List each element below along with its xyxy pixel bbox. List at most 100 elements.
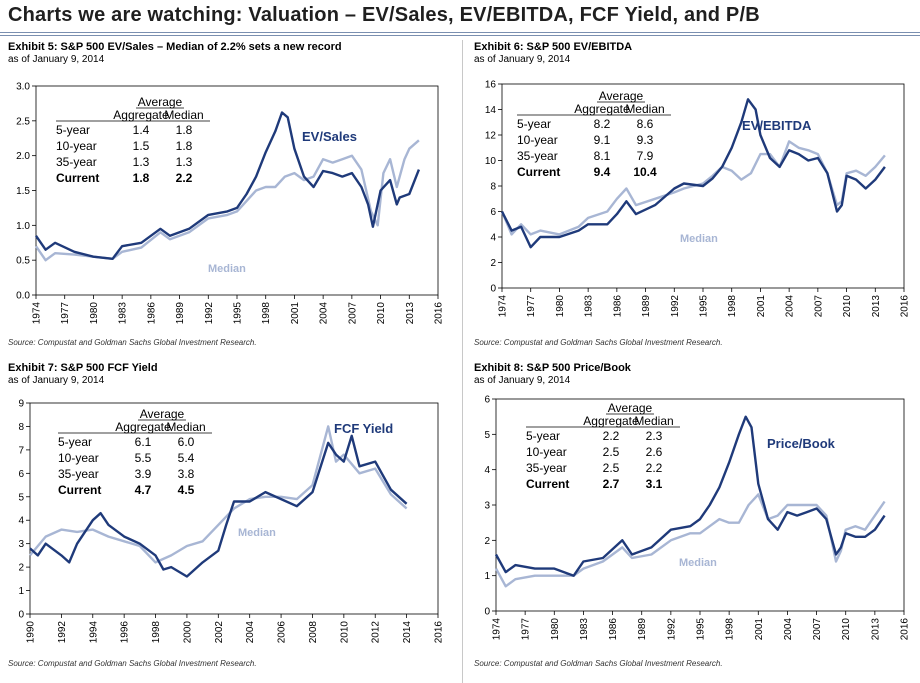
exhibit-7-subtitle: as of January 9, 2014: [8, 375, 105, 386]
exhibit-7-x-tick-label: 2016: [434, 621, 445, 644]
exhibit-8-x-tick-label: 1995: [696, 618, 707, 641]
exhibit-7-x-tick-label: 2006: [277, 621, 288, 644]
exhibit-8-table-row-aggregate: 2.5: [603, 461, 620, 475]
exhibit-8-subtitle: as of January 9, 2014: [474, 375, 571, 386]
exhibit-6-table-row-median: 8.6: [637, 117, 654, 131]
exhibit-5-y-tick-label: 1.0: [16, 221, 30, 232]
exhibit-8-source: Source: Compustat and Goldman Sachs Glob…: [474, 659, 723, 668]
exhibit-8-panel: Exhibit 8: S&P 500 Price/Book as of Janu…: [472, 362, 920, 672]
exhibit-6-y-tick-label: 4: [490, 233, 496, 244]
exhibit-8-table-row-aggregate: 2.7: [603, 477, 620, 491]
exhibit-6-x-tick-label: 1998: [727, 295, 738, 318]
exhibit-7-table-row-aggregate: 6.1: [135, 435, 152, 449]
exhibit-5-y-tick-label: 2.5: [16, 116, 30, 127]
exhibit-8-table-row-aggregate: 2.2: [603, 429, 620, 443]
exhibit-5-x-tick-label: 1983: [118, 302, 129, 325]
exhibit-8-table-header-median: Median: [634, 414, 673, 428]
exhibit-6-x-tick-label: 1977: [526, 295, 537, 318]
exhibit-5-x-tick-label: 2001: [290, 302, 301, 325]
exhibit-7-x-tick-label: 2002: [214, 621, 225, 644]
exhibit-7-x-tick-label: 1992: [57, 621, 68, 644]
exhibit-7-x-tick-label: 1994: [88, 621, 99, 644]
exhibit-7-table-row-median: 5.4: [178, 451, 195, 465]
exhibit-8-table-row-median: 2.3: [646, 429, 663, 443]
exhibit-7-table-row-label: 35-year: [58, 467, 99, 481]
exhibit-6-source: Source: Compustat and Goldman Sachs Glob…: [474, 338, 723, 347]
exhibit-7-title: Exhibit 7: S&P 500 FCF Yield: [8, 362, 158, 374]
exhibit-6-x-tick-label: 1992: [670, 295, 681, 318]
exhibit-6-x-tick-label: 2007: [813, 295, 824, 318]
exhibit-8-x-tick-label: 2004: [783, 618, 794, 641]
exhibit-6-x-tick-label: 2013: [871, 295, 882, 318]
exhibit-7-x-tick-label: 2014: [402, 621, 413, 644]
title-rule-top: [0, 32, 920, 33]
exhibit-5-subtitle: as of January 9, 2014: [8, 54, 105, 65]
exhibit-6-table-row-median: 9.3: [637, 133, 654, 147]
panel-separator: [462, 40, 463, 683]
exhibit-6-table-row-aggregate: 9.1: [594, 133, 611, 147]
exhibit-5-table-row-label: 35-year: [56, 155, 97, 169]
exhibit-5-table-header-aggregate: Aggregate: [113, 108, 169, 122]
exhibit-8-x-tick-label: 2001: [754, 618, 765, 641]
exhibit-8-aggregate-series-line: [494, 415, 886, 577]
exhibit-7-y-tick-label: 0: [18, 610, 24, 621]
exhibit-6-table-header-median: Median: [625, 102, 664, 116]
exhibit-8-x-tick-label: 1983: [579, 618, 590, 641]
exhibit-6-table-row-aggregate: 8.2: [594, 117, 611, 131]
exhibit-7-y-tick-label: 4: [18, 516, 24, 527]
exhibit-6-subtitle: as of January 9, 2014: [474, 54, 571, 65]
exhibit-7-table-header-aggregate: Aggregate: [115, 420, 171, 434]
exhibit-5-table-row-label: Current: [56, 171, 99, 185]
exhibit-5-x-tick-label: 1995: [233, 302, 244, 325]
exhibit-8-x-tick-label: 1977: [521, 618, 532, 641]
exhibit-5-x-tick-label: 2013: [405, 302, 416, 325]
exhibit-5-y-tick-label: 2.0: [16, 151, 30, 162]
exhibit-8-table-row-label: 5-year: [526, 429, 560, 443]
exhibit-7-table-header-median: Median: [166, 420, 205, 434]
exhibit-8-table-row-median: 2.2: [646, 461, 663, 475]
exhibit-5-x-tick-label: 1980: [89, 302, 100, 325]
exhibit-7-panel: Exhibit 7: S&P 500 FCF Yield as of Janua…: [6, 362, 461, 672]
exhibit-8-table-row-aggregate: 2.5: [603, 445, 620, 459]
exhibit-8-x-tick-label: 2007: [812, 618, 823, 641]
exhibit-6-table-row-aggregate: 8.1: [594, 149, 611, 163]
exhibit-7-median-series-line: [29, 425, 408, 564]
exhibit-5-table-row-median: 2.2: [176, 171, 193, 185]
exhibit-6-table-row-median: 7.9: [637, 149, 654, 163]
exhibit-6-table-row-label: Current: [517, 165, 560, 179]
exhibit-6-table-row-label: 10-year: [517, 133, 558, 147]
exhibit-5-y-tick-label: 0.0: [16, 291, 30, 302]
exhibit-5-table-header-median: Median: [164, 108, 203, 122]
exhibit-5-aggregate-series-line: [35, 111, 421, 261]
exhibit-8-x-tick-label: 1986: [608, 618, 619, 641]
exhibit-5-table-row-aggregate: 1.8: [133, 171, 150, 185]
exhibit-6-series-label: EV/EBITDA: [742, 118, 812, 133]
exhibit-5-table-row-label: 10-year: [56, 139, 97, 153]
exhibit-7-table-row-label: 5-year: [58, 435, 92, 449]
exhibit-5-median-series-line: [35, 139, 420, 262]
exhibit-8-y-tick-label: 4: [484, 465, 490, 476]
exhibit-8-table-row-label: 35-year: [526, 461, 567, 475]
exhibit-7-y-tick-label: 7: [18, 445, 24, 456]
exhibit-5-x-tick-label: 2004: [319, 302, 330, 325]
exhibit-6-x-tick-label: 2001: [756, 295, 767, 318]
exhibit-7-table-row-aggregate: 5.5: [135, 451, 152, 465]
exhibit-7-x-tick-label: 2004: [245, 621, 256, 644]
exhibit-5-title: Exhibit 5: S&P 500 EV/Sales – Median of …: [8, 41, 342, 53]
exhibit-6-x-tick-label: 1989: [641, 295, 652, 318]
exhibit-6-x-tick-label: 2016: [900, 295, 911, 318]
exhibit-7-x-tick-label: 1990: [26, 621, 37, 644]
exhibit-6-y-tick-label: 6: [490, 207, 496, 218]
exhibit-5-table-header-average: Average: [138, 95, 183, 109]
exhibit-8-title: Exhibit 8: S&P 500 Price/Book: [474, 362, 631, 374]
exhibit-6-y-tick-label: 0: [490, 284, 496, 295]
exhibit-7-x-tick-label: 2010: [339, 621, 350, 644]
exhibit-6-y-tick-label: 16: [485, 80, 497, 91]
exhibit-5-table-row-label: 5-year: [56, 123, 90, 137]
exhibit-6-x-tick-label: 1986: [612, 295, 623, 318]
exhibit-8-x-tick-label: 2016: [900, 618, 911, 641]
exhibit-7-table-row-label: Current: [58, 483, 101, 497]
exhibit-8-series-label: Price/Book: [767, 436, 836, 451]
exhibit-8-median-series-line: [494, 493, 886, 588]
exhibit-8-x-tick-label: 1974: [492, 618, 503, 641]
